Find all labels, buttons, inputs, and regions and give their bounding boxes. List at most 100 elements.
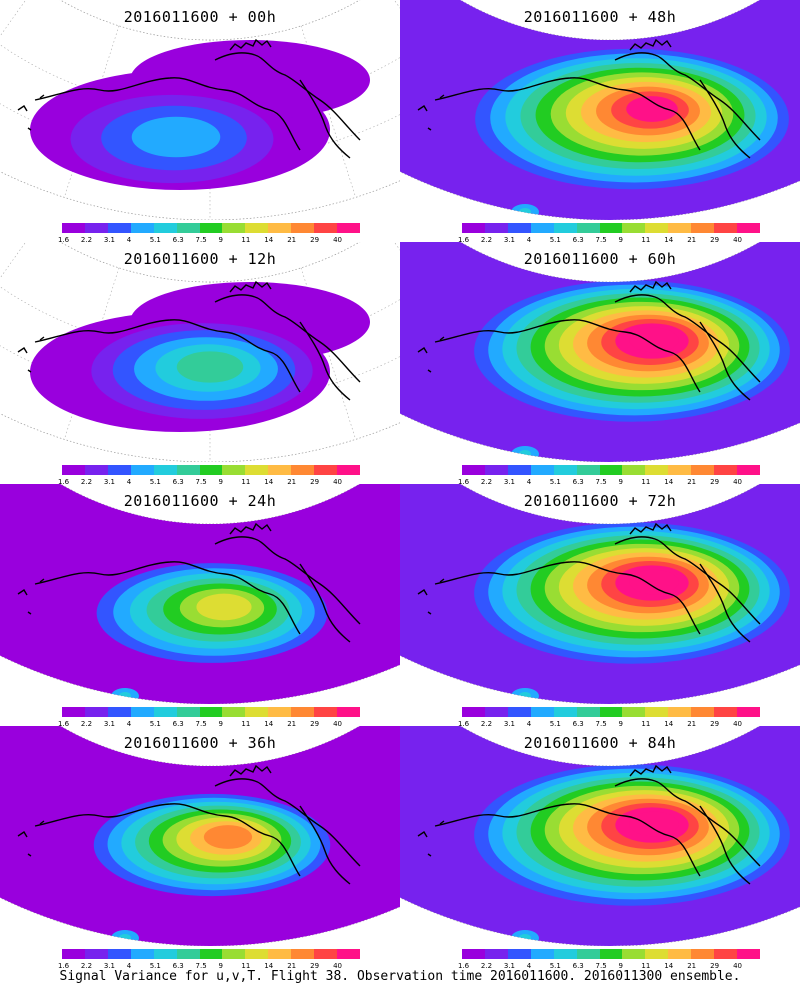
colorbar-label: 3.1 xyxy=(103,236,115,244)
colorbar-label: 5.1 xyxy=(149,478,161,486)
polar-map xyxy=(400,0,800,220)
colorbar-labels: 1.6 2.2 3.1 4 5.1 6.3 7.5 9 11 14 21 29 40 xyxy=(54,236,374,246)
colorbar-segment xyxy=(314,465,338,475)
colorbar-segment xyxy=(222,223,246,233)
colorbar-segment xyxy=(84,707,108,717)
coastlines xyxy=(417,764,761,885)
colorbar-label: 2.2 xyxy=(480,962,493,970)
colorbar-segment xyxy=(553,949,577,959)
colorbar-segment xyxy=(199,949,223,959)
colorbar-label: 9 xyxy=(618,478,623,486)
colorbar-label: 40 xyxy=(333,962,342,970)
colorbar-label: 2.2 xyxy=(480,478,493,486)
colorbar-segment xyxy=(691,465,715,475)
colorbar-label: 11 xyxy=(241,478,251,486)
colorbar-segment xyxy=(530,223,554,233)
colorbar-segment xyxy=(337,223,360,233)
colorbar-segment xyxy=(291,465,315,475)
colorbar-labels: 1.6 2.2 3.1 4 5.1 6.3 7.5 9 11 14 21 29 40 xyxy=(454,236,774,246)
colorbar-label: 21 xyxy=(287,962,297,970)
colorbar-label: 2.2 xyxy=(80,478,93,486)
colorbar-label: 7.5 xyxy=(195,962,207,970)
colorbar xyxy=(462,223,760,233)
colorbar-labels: 1.6 2.2 3.1 4 5.1 6.3 7.5 9 11 14 21 29 40 xyxy=(454,478,774,488)
colorbar-segment xyxy=(507,465,531,475)
colorbar-labels: 1.6 2.2 3.1 4 5.1 6.3 7.5 9 11 14 21 29 40 xyxy=(54,720,374,730)
colorbar-label: 40 xyxy=(333,720,342,728)
colorbar-segment xyxy=(245,465,269,475)
colorbar-segment xyxy=(484,949,508,959)
colorbar-segment xyxy=(337,707,360,717)
colorbar-label: 3.1 xyxy=(103,962,115,970)
colorbar-label: 5.1 xyxy=(549,720,561,728)
colorbar-segment xyxy=(130,223,154,233)
colorbar-label: 14 xyxy=(664,962,674,970)
polar-map xyxy=(400,484,800,704)
colorbar-segment xyxy=(737,949,760,959)
colorbar-label: 1.6 xyxy=(58,962,70,970)
polar-map xyxy=(0,0,400,220)
colorbar-segment xyxy=(507,223,531,233)
forecast-panel: 2016011600 + 12h 1.6 2.2 3.1 4 5.1 6.3 7.5 9 11 14… xyxy=(0,242,400,492)
colorbar-label: 11 xyxy=(241,962,251,970)
colorbar-segment xyxy=(599,223,623,233)
colorbar-label: 7.5 xyxy=(195,478,207,486)
colorbar-segment xyxy=(691,223,715,233)
colorbar-segment xyxy=(530,465,554,475)
colorbar-label: 9 xyxy=(618,720,623,728)
colorbar xyxy=(62,949,360,959)
colorbar-label: 2.2 xyxy=(480,720,493,728)
polar-map xyxy=(0,726,400,946)
colorbar-label: 1.6 xyxy=(458,478,470,486)
colorbar-segment xyxy=(714,949,738,959)
colorbar-segment xyxy=(553,223,577,233)
colorbar-segment xyxy=(337,465,360,475)
colorbar-label: 7.5 xyxy=(195,236,207,244)
colorbar-label: 6.3 xyxy=(572,236,584,244)
colorbar-label: 14 xyxy=(664,720,674,728)
colorbar-segment xyxy=(337,949,360,959)
colorbar-segment xyxy=(268,949,292,959)
forecast-panel: 2016011600 + 84h 1.6 2.2 3.1 4 5.1 6.3 7.5 9 11 14… xyxy=(400,726,800,976)
colorbar-label: 14 xyxy=(664,236,674,244)
polar-map xyxy=(0,242,400,462)
colorbar-label: 3.1 xyxy=(503,962,515,970)
colorbar-label: 7.5 xyxy=(595,236,607,244)
forecast-panel: 2016011600 + 24h 1.6 2.2 3.1 4 5.1 6.3 7.5 9 11 14… xyxy=(0,484,400,734)
colorbar-segment xyxy=(62,223,85,233)
colorbar xyxy=(462,707,760,717)
colorbar-segment xyxy=(714,707,738,717)
colorbar-segment xyxy=(268,707,292,717)
colorbar-labels: 1.6 2.2 3.1 4 5.1 6.3 7.5 9 11 14 21 29 40 xyxy=(454,720,774,730)
colorbar-label: 9 xyxy=(618,962,623,970)
colorbar-segment xyxy=(245,949,269,959)
colorbar-segment xyxy=(668,707,692,717)
colorbar-segment xyxy=(130,465,154,475)
colorbar-label: 9 xyxy=(218,720,223,728)
colorbar-label: 6.3 xyxy=(572,478,584,486)
colorbar-segment xyxy=(484,465,508,475)
colorbar-segment xyxy=(507,949,531,959)
colorbar-labels: 1.6 2.2 3.1 4 5.1 6.3 7.5 9 11 14 21 29 40 xyxy=(54,478,374,488)
panel-title: 2016011600 + 36h xyxy=(123,734,277,752)
colorbar-segment xyxy=(737,707,760,717)
colorbar-label: 5.1 xyxy=(149,720,161,728)
polar-map xyxy=(400,726,800,946)
colorbar-segment xyxy=(622,465,646,475)
colorbar-segment xyxy=(222,949,246,959)
colorbar-label: 6.3 xyxy=(172,236,184,244)
colorbar-segment xyxy=(62,949,85,959)
colorbar-segment xyxy=(84,223,108,233)
colorbar-segment xyxy=(291,949,315,959)
colorbar-segment xyxy=(462,465,485,475)
colorbar-label: 14 xyxy=(264,720,274,728)
colorbar-segment xyxy=(107,949,131,959)
colorbar-segment xyxy=(530,707,554,717)
variance-field xyxy=(0,484,400,704)
colorbar-label: 14 xyxy=(264,962,274,970)
colorbar-label: 2.2 xyxy=(480,236,493,244)
colorbar xyxy=(62,223,360,233)
colorbar-segment xyxy=(291,223,315,233)
colorbar-segment xyxy=(153,707,177,717)
colorbar-label: 5.1 xyxy=(549,962,561,970)
